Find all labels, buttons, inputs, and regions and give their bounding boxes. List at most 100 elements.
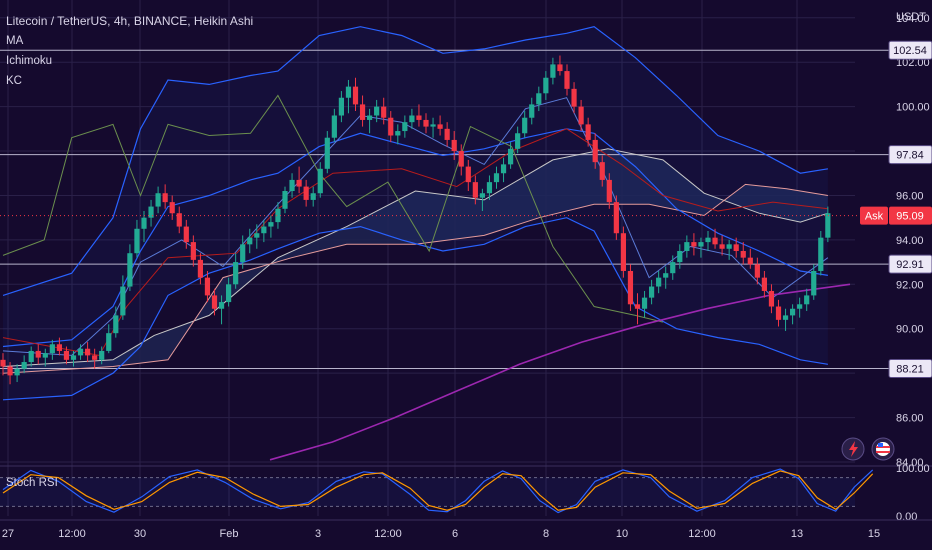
candle-down[interactable] [761,277,767,291]
candle-up[interactable] [782,315,789,320]
candle-up[interactable] [21,362,27,369]
candle-down[interactable] [719,244,725,249]
price-level-badge[interactable] [888,145,932,165]
candle-up[interactable] [141,217,147,229]
candle-down[interactable] [190,242,196,260]
candle-up[interactable] [649,286,655,298]
candle-down[interactable] [423,119,429,127]
candle-up[interactable] [641,297,648,309]
candle-up[interactable] [127,253,133,287]
candle-up[interactable] [367,115,373,120]
candle-up[interactable] [268,222,274,227]
candle-up[interactable] [148,206,154,218]
ask-price-badge[interactable] [889,206,932,225]
indicator-ma-label[interactable]: MA [6,35,24,47]
candle-down[interactable] [197,259,203,278]
candle-down[interactable] [204,277,211,296]
candle-up[interactable] [28,350,34,363]
candle-down[interactable] [169,202,175,214]
candle-up[interactable] [49,344,55,354]
candle-down[interactable] [627,270,634,305]
candle-up[interactable] [543,77,549,94]
candle-down[interactable] [775,306,782,320]
candle-up[interactable] [663,273,669,278]
candle-up[interactable] [282,191,288,209]
candle-up[interactable] [77,348,84,356]
candle-down[interactable] [747,257,753,265]
candle-up[interactable] [324,137,330,169]
candle-down[interactable] [451,139,457,152]
candle-up[interactable] [395,131,401,136]
candle-down[interactable] [381,106,387,118]
candle-up[interactable] [374,106,380,116]
candle-down[interactable] [388,117,394,136]
candle-up[interactable] [790,308,796,316]
candle-up[interactable] [310,193,316,200]
candle-up[interactable] [317,168,323,194]
candle-up[interactable] [331,115,337,138]
candle-down[interactable] [712,237,718,245]
indicator-kc-label[interactable]: KC [6,75,22,87]
kc-lower-line[interactable] [2,217,828,401]
price-level-badge[interactable] [888,40,932,60]
candle-down[interactable] [634,304,641,309]
candle-up[interactable] [677,250,683,263]
moving-average-line[interactable] [269,283,851,461]
candle-up[interactable] [430,124,436,127]
candle-up[interactable] [522,117,528,134]
candle-up[interactable] [797,304,803,309]
candle-down[interactable] [578,106,584,125]
candle-up[interactable] [500,164,507,174]
candle-down[interactable] [35,350,41,358]
candle-up[interactable] [254,233,260,238]
candle-up[interactable] [14,368,20,376]
candle-down[interactable] [303,186,309,200]
candle-up[interactable] [804,295,810,305]
candle-down[interactable] [691,242,697,247]
candle-up[interactable] [698,242,704,247]
candle-down[interactable] [585,124,591,140]
candle-up[interactable] [338,97,344,116]
kc-upper-line[interactable] [2,26,828,296]
candle-down[interactable] [359,104,366,120]
candle-down[interactable] [56,344,62,351]
candle-up[interactable] [345,86,352,98]
price-level-badge[interactable] [888,358,932,378]
candle-down[interactable] [0,359,6,367]
candle-up[interactable] [705,237,711,243]
candle-down[interactable] [571,88,577,107]
candle-up[interactable] [99,350,105,360]
candle-up[interactable] [289,179,295,192]
candle-down[interactable] [606,179,612,203]
candle-down[interactable] [437,124,443,129]
candle-up[interactable] [247,237,253,245]
candle-up[interactable] [656,277,662,287]
candle-down[interactable] [352,86,359,105]
candle-up[interactable] [529,104,535,118]
candle-up[interactable] [486,182,493,194]
candle-down[interactable] [465,166,471,183]
candle-up[interactable] [508,148,514,165]
candle-up[interactable] [811,270,817,296]
candle-down[interactable] [620,233,626,271]
candle-down[interactable] [754,264,760,278]
candle-down[interactable] [211,295,218,309]
candle-up[interactable] [550,64,556,78]
candle-up[interactable] [233,262,239,285]
candle-down[interactable] [733,244,739,251]
candle-down[interactable] [458,151,464,167]
candle-up[interactable] [818,237,824,271]
ichimoku-span-b-line[interactable] [2,183,828,374]
candle-up[interactable] [479,193,485,198]
candle-down[interactable] [444,128,450,140]
ichimoku-base-line[interactable] [2,128,828,356]
stoch-rsi-label[interactable]: Stoch RSI [6,477,58,489]
candle-up[interactable] [726,244,732,249]
candle-down[interactable] [92,355,98,360]
candle-down[interactable] [296,179,302,187]
ichimoku-span-a-line[interactable] [2,148,829,367]
candle-down[interactable] [176,213,182,227]
candle-down[interactable] [416,115,422,120]
candle-down[interactable] [183,226,189,243]
price-level-badge[interactable] [888,254,932,274]
